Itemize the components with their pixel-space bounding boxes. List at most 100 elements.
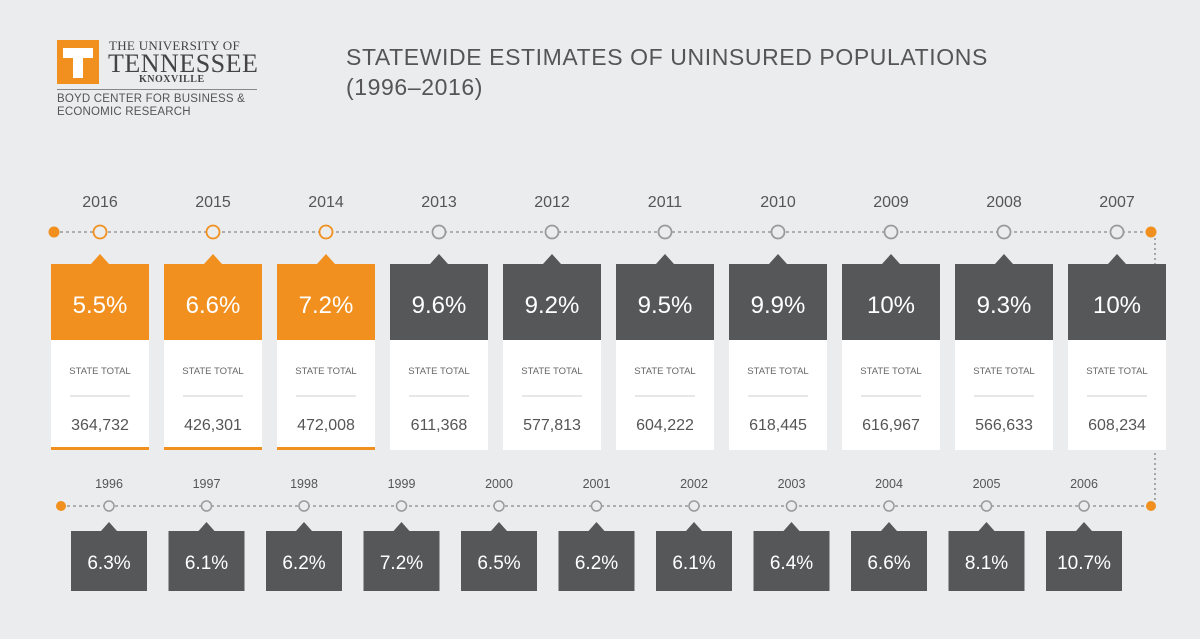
bottom-year-label: 2003 xyxy=(778,477,806,491)
state-total-label: STATE TOTAL xyxy=(69,366,130,377)
top-year-label: 2011 xyxy=(648,194,683,211)
state-total-value: 616,967 xyxy=(862,417,920,434)
chart-title: STATEWIDE ESTIMATES OF UNINSURED POPULAT… xyxy=(346,44,988,100)
bottom-rate-value: 6.6% xyxy=(867,553,910,574)
card-bottom-accent xyxy=(277,447,375,450)
top-year-node xyxy=(770,224,786,240)
bottom-card xyxy=(363,531,440,591)
top-year-node xyxy=(92,224,108,240)
top-year-node xyxy=(657,224,673,240)
card-header xyxy=(51,264,149,340)
bottom-card-pointer xyxy=(783,522,800,531)
bottom-card-pointer xyxy=(198,522,215,531)
card-pointer xyxy=(430,254,448,264)
uninsured-rate-value: 9.2% xyxy=(525,292,580,319)
top-year-label: 2007 xyxy=(1099,194,1135,211)
bottom-year-label: 1998 xyxy=(290,477,318,491)
bottom-year-label: 1999 xyxy=(388,477,416,491)
bottom-card xyxy=(461,531,537,591)
bottom-rate-value: 7.2% xyxy=(380,553,423,574)
bottom-card-pointer xyxy=(491,522,507,531)
bottom-card-pointer xyxy=(978,522,995,531)
top-year-node xyxy=(318,224,334,240)
logo-boyd-center: BOYD CENTER FOR BUSINESS & ECONOMIC RESE… xyxy=(57,93,245,118)
top-year-node xyxy=(544,224,560,240)
card-header xyxy=(1068,264,1166,340)
card-header xyxy=(729,264,827,340)
state-total-value: 364,732 xyxy=(71,417,129,434)
card-bottom-accent xyxy=(164,447,262,450)
state-total-label: STATE TOTAL xyxy=(182,366,243,377)
top-year-label: 2009 xyxy=(873,194,909,211)
card-bottom-accent xyxy=(51,447,149,450)
bottom-rate-value: 6.4% xyxy=(770,553,813,574)
card-pointer xyxy=(317,254,335,264)
bottom-card xyxy=(753,531,830,591)
card-pointer xyxy=(204,254,222,264)
card-header xyxy=(277,264,375,340)
bottom-year-node xyxy=(883,500,895,512)
bottom-card xyxy=(948,531,1025,591)
ut-logo: THE UNIVERSITY OF TENNESSEE KNOXVILLE BO… xyxy=(55,38,265,122)
card-header xyxy=(503,264,601,340)
bottom-card-pointer xyxy=(1076,522,1092,531)
state-total-value: 566,633 xyxy=(975,417,1033,434)
card-pointer xyxy=(543,254,561,264)
bottom-timeline-start-dot xyxy=(56,501,66,511)
state-total-label: STATE TOTAL xyxy=(1086,366,1147,377)
bottom-rate-value: 6.1% xyxy=(672,553,715,574)
uninsured-rate-value: 9.9% xyxy=(751,292,806,319)
bottom-rate-value: 6.1% xyxy=(185,553,228,574)
bottom-card xyxy=(1046,531,1122,591)
card-header xyxy=(955,264,1053,340)
bottom-year-node xyxy=(298,500,310,512)
state-total-label: STATE TOTAL xyxy=(860,366,921,377)
card-pointer xyxy=(995,254,1013,264)
bottom-year-label: 2006 xyxy=(1070,477,1098,491)
card-header xyxy=(164,264,262,340)
uninsured-rate-value: 9.6% xyxy=(412,292,467,319)
top-year-label: 2012 xyxy=(534,194,570,211)
top-year-label: 2008 xyxy=(986,194,1022,211)
state-total-label: STATE TOTAL xyxy=(295,366,356,377)
logo-divider xyxy=(57,89,257,90)
bottom-year-node xyxy=(200,500,213,512)
bottom-year-label: 1997 xyxy=(193,477,221,491)
top-year-node xyxy=(1109,224,1125,240)
state-total-label: STATE TOTAL xyxy=(634,366,695,377)
state-total-value: 618,445 xyxy=(749,417,807,434)
logo-knoxville: KNOXVILLE xyxy=(139,74,205,85)
bottom-card xyxy=(168,531,245,591)
bottom-year-label: 1996 xyxy=(95,477,123,491)
bottom-year-node xyxy=(785,500,798,512)
bottom-year-node xyxy=(590,500,603,512)
top-year-node xyxy=(996,224,1012,240)
top-year-node xyxy=(883,224,899,240)
bottom-year-label: 2005 xyxy=(973,477,1001,491)
card-pointer xyxy=(882,254,900,264)
bottom-card xyxy=(558,531,635,591)
power-t-icon xyxy=(57,40,99,84)
state-total-value: 608,234 xyxy=(1088,417,1146,434)
top-timeline-end-dot xyxy=(1145,226,1157,238)
state-total-label: STATE TOTAL xyxy=(973,366,1034,377)
uninsured-rate-value: 9.3% xyxy=(977,292,1032,319)
state-total-value: 426,301 xyxy=(184,417,242,434)
bottom-rate-value: 6.2% xyxy=(282,553,325,574)
uninsured-rate-value: 5.5% xyxy=(73,292,128,319)
uninsured-rate-value: 10% xyxy=(1093,292,1141,319)
bottom-year-node xyxy=(493,500,505,512)
top-year-label: 2010 xyxy=(760,194,796,211)
bottom-year-label: 2002 xyxy=(680,477,708,491)
bottom-card xyxy=(656,531,732,591)
top-year-node xyxy=(431,224,447,240)
top-year-label: 2015 xyxy=(195,194,231,211)
bottom-year-label: 2001 xyxy=(583,477,611,491)
bottom-card-pointer xyxy=(588,522,605,531)
state-total-value: 472,008 xyxy=(297,417,355,434)
bottom-rate-value: 6.2% xyxy=(575,553,618,574)
bottom-rate-value: 6.3% xyxy=(87,553,130,574)
state-total-value: 611,368 xyxy=(411,417,468,434)
logo-tennessee: TENNESSEE xyxy=(108,49,259,78)
